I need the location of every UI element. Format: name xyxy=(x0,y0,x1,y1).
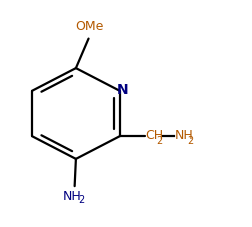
Text: 2: 2 xyxy=(156,136,162,146)
Text: N: N xyxy=(116,83,128,97)
Text: CH: CH xyxy=(144,128,163,142)
Text: NH: NH xyxy=(174,128,193,142)
Text: OMe: OMe xyxy=(75,20,104,33)
Text: NH: NH xyxy=(62,190,81,203)
Text: 2: 2 xyxy=(186,136,192,146)
Text: 2: 2 xyxy=(78,195,84,205)
